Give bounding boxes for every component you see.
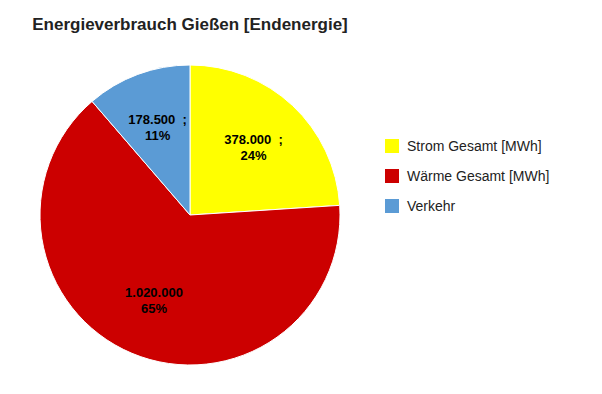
data-label-line: 65% bbox=[141, 301, 167, 316]
data-label-line: 1.020.000 bbox=[125, 285, 183, 300]
data-label: 1.020.00065% bbox=[125, 285, 183, 316]
title: Energieverbrauch Gießen [Endenergie] bbox=[32, 15, 348, 34]
legend-swatch bbox=[385, 139, 399, 153]
data-label: 178.500 ;11% bbox=[128, 112, 187, 143]
data-label-line: 24% bbox=[241, 148, 267, 163]
pie-slice bbox=[190, 65, 340, 215]
data-label-line: 178.500 ; bbox=[128, 112, 187, 127]
legend-swatch bbox=[385, 169, 399, 183]
slices bbox=[40, 65, 340, 365]
legend-swatch bbox=[385, 199, 399, 213]
data-label-line: 378.000 ; bbox=[224, 132, 283, 147]
chart-container: Energieverbrauch Gießen [Endenergie] 378.… bbox=[0, 0, 602, 394]
data-labels: 378.000 ;24% 1.020.00065% 178.500 ;11% bbox=[125, 112, 283, 316]
legend-label: Strom Gesamt [MWh] bbox=[407, 138, 542, 154]
legend: Strom Gesamt [MWh] Wärme Gesamt [MWh] Verk… bbox=[385, 138, 549, 214]
pie-slice bbox=[92, 65, 190, 215]
legend-label: Verkehr bbox=[407, 198, 456, 214]
legend-label: Wärme Gesamt [MWh] bbox=[407, 168, 549, 184]
chart: Energieverbrauch Gießen [Endenergie] 378.… bbox=[0, 0, 602, 394]
data-label-line: 11% bbox=[145, 128, 171, 143]
data-label: 378.000 ;24% bbox=[224, 132, 283, 163]
